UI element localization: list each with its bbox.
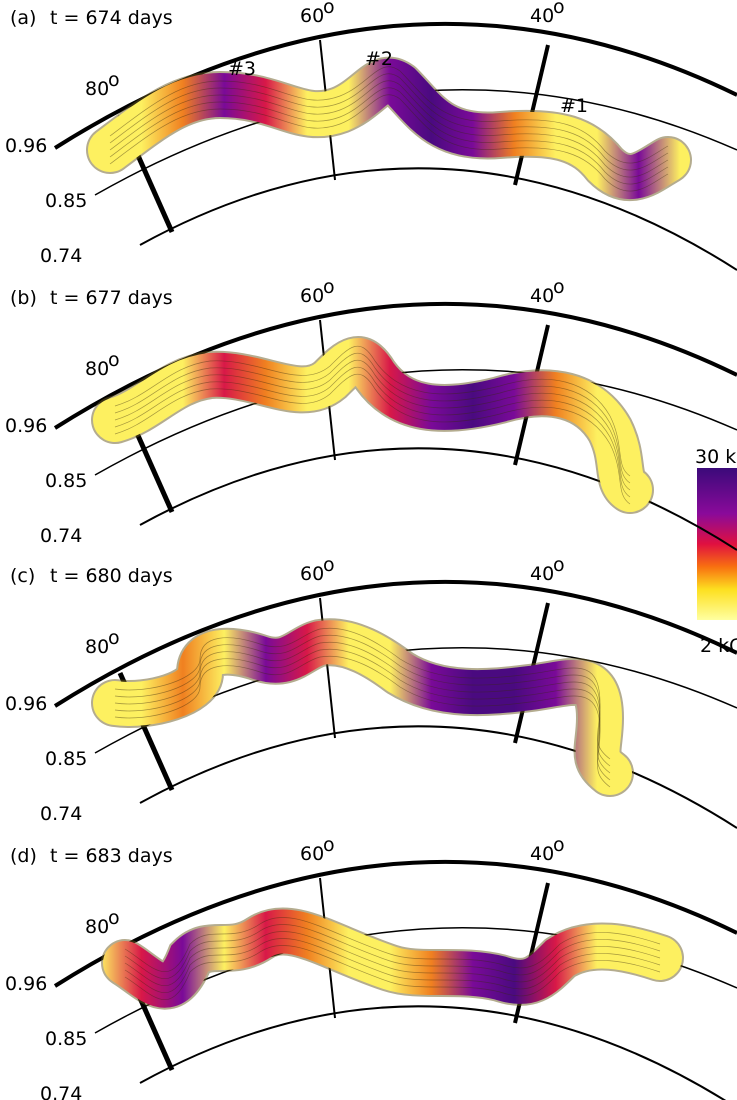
time-label: t = 683 days <box>50 845 173 867</box>
latitude-label: 60 <box>300 5 324 27</box>
latitude-degree: o <box>323 554 335 576</box>
field-line <box>114 345 631 477</box>
radius-label: 0.74 <box>40 803 82 825</box>
latitude-label: 80 <box>85 636 109 658</box>
latitude-degree: o <box>108 69 120 91</box>
field-line <box>124 924 661 979</box>
outer-arc <box>53 859 737 988</box>
latitude-label: 80 <box>85 916 109 938</box>
latitude-degree: o <box>108 349 120 371</box>
field-line <box>114 359 631 491</box>
field-line <box>109 94 669 192</box>
inner-arc <box>139 167 737 271</box>
field-line <box>114 655 611 788</box>
field-line <box>124 938 661 993</box>
latitude-degree: o <box>553 0 565 18</box>
radius-label: 0.74 <box>40 525 82 547</box>
inner-arc <box>139 725 737 829</box>
latitude-label: 80 <box>85 78 109 100</box>
radius-label: 0.96 <box>5 135 47 157</box>
latitude-degree: o <box>553 276 565 298</box>
tube-annotation: #3 <box>228 58 256 80</box>
latitude-degree: o <box>323 0 335 18</box>
field-line <box>109 66 669 164</box>
latitude-label: 40 <box>530 563 554 585</box>
radius-label: 0.96 <box>5 693 47 715</box>
tube-annotation: #1 <box>560 95 588 117</box>
latitude-label: 40 <box>530 5 554 27</box>
radius-label: 0.85 <box>45 1028 87 1050</box>
radius-label: 0.85 <box>45 190 87 212</box>
field-line <box>124 931 661 986</box>
latitude-degree: o <box>108 627 120 649</box>
latitude-degree: o <box>553 834 565 856</box>
field-line <box>114 366 631 498</box>
field-line <box>109 87 669 185</box>
field-line <box>114 352 631 484</box>
panel-label: (b) <box>10 287 37 309</box>
field-line <box>109 73 669 171</box>
flux-tube <box>88 58 690 199</box>
colorbar <box>697 468 737 620</box>
time-label: t = 674 days <box>50 7 173 29</box>
latitude-label: 40 <box>530 843 554 865</box>
radius-label: 0.74 <box>40 1083 82 1100</box>
radius-label: 0.85 <box>45 748 87 770</box>
panel-label: (a) <box>10 7 36 29</box>
field-line <box>114 627 611 760</box>
latitude-label: 40 <box>530 285 554 307</box>
latitude-label: 60 <box>300 563 324 585</box>
flux-tube <box>93 620 632 795</box>
inner-arc <box>139 447 737 551</box>
field-line <box>114 634 611 767</box>
tube-annotation: #2 <box>365 48 393 70</box>
inner-arc <box>139 1005 726 1100</box>
flux-tube <box>93 338 652 512</box>
panel-label: (d) <box>10 845 37 867</box>
field-line <box>124 945 661 1000</box>
latitude-degree: o <box>108 907 120 929</box>
outer-arc <box>53 579 737 708</box>
time-label: t = 680 days <box>50 565 173 587</box>
field-line <box>114 648 611 781</box>
radius-label: 0.74 <box>40 245 82 267</box>
latitude-degree: o <box>553 554 565 576</box>
flux-tube <box>103 909 682 1008</box>
middle-arc <box>94 369 737 476</box>
field-line <box>124 917 661 972</box>
latitude-label: 60 <box>300 285 324 307</box>
field-line <box>114 373 631 505</box>
radius-label: 0.96 <box>5 415 47 437</box>
panel-label: (c) <box>10 565 35 587</box>
field-line <box>114 641 611 774</box>
latitude-label: 60 <box>300 843 324 865</box>
field-line <box>109 80 669 178</box>
latitude-degree: o <box>323 276 335 298</box>
time-label: t = 677 days <box>50 287 173 309</box>
latitude-degree: o <box>323 834 335 856</box>
colorbar-top-label: 30 kG <box>695 446 737 468</box>
latitude-label: 80 <box>85 358 109 380</box>
radius-label: 0.96 <box>5 973 47 995</box>
radius-label: 0.85 <box>45 470 87 492</box>
